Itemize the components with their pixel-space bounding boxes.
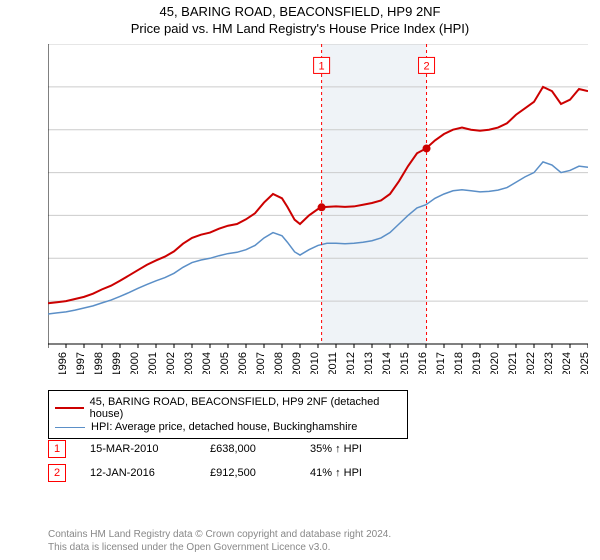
sale-date: 15-MAR-2010 [90,443,210,455]
svg-text:2001: 2001 [147,352,159,374]
svg-text:2000: 2000 [129,352,141,374]
sale-marker-icon: 1 [48,440,66,458]
legend-item: 45, BARING ROAD, BEACONSFIELD, HP9 2NF (… [55,396,401,420]
svg-text:1995: 1995 [48,352,51,374]
footer: Contains HM Land Registry data © Crown c… [48,528,391,554]
svg-text:2016: 2016 [417,352,429,374]
chart-area: £0£200K£400K£600K£800K£1M£1.2M£1.4M19951… [48,44,588,374]
sale-pct: 35% ↑ HPI [310,443,430,455]
legend-item: HPI: Average price, detached house, Buck… [55,421,401,433]
chart-svg: £0£200K£400K£600K£800K£1M£1.2M£1.4M19951… [48,44,588,374]
svg-text:2020: 2020 [489,352,501,374]
legend-swatch [55,427,85,428]
svg-text:2: 2 [423,60,429,72]
svg-text:1: 1 [319,60,325,72]
svg-text:2010: 2010 [309,352,321,374]
legend-label: 45, BARING ROAD, BEACONSFIELD, HP9 2NF (… [90,396,401,420]
svg-text:2005: 2005 [219,352,231,374]
svg-text:2011: 2011 [327,352,339,374]
footer-line2: This data is licensed under the Open Gov… [48,541,391,554]
legend: 45, BARING ROAD, BEACONSFIELD, HP9 2NF (… [48,390,408,439]
svg-text:2013: 2013 [363,352,375,374]
svg-text:2003: 2003 [183,352,195,374]
svg-text:2002: 2002 [165,352,177,374]
svg-text:2024: 2024 [561,352,573,374]
sale-marker-icon: 2 [48,464,66,482]
svg-text:1999: 1999 [111,352,123,374]
sales-table: 1 15-MAR-2010 £638,000 35% ↑ HPI 2 12-JA… [48,434,430,488]
sales-row: 1 15-MAR-2010 £638,000 35% ↑ HPI [48,440,430,458]
svg-text:2007: 2007 [255,352,267,374]
svg-text:1996: 1996 [57,352,69,374]
svg-text:2017: 2017 [435,352,447,374]
svg-text:2019: 2019 [471,352,483,374]
svg-text:2021: 2021 [507,352,519,374]
svg-text:2004: 2004 [201,352,213,374]
svg-text:1997: 1997 [75,352,87,374]
chart-titles: 45, BARING ROAD, BEACONSFIELD, HP9 2NF P… [0,0,600,36]
svg-text:1998: 1998 [93,352,105,374]
sale-price: £638,000 [210,443,310,455]
svg-text:2015: 2015 [399,352,411,374]
svg-text:2006: 2006 [237,352,249,374]
footer-line1: Contains HM Land Registry data © Crown c… [48,528,391,541]
sale-date: 12-JAN-2016 [90,467,210,479]
sale-price: £912,500 [210,467,310,479]
sale-pct: 41% ↑ HPI [310,467,430,479]
svg-text:2012: 2012 [345,352,357,374]
legend-label: HPI: Average price, detached house, Buck… [91,421,357,433]
title-line2: Price paid vs. HM Land Registry's House … [0,21,600,36]
svg-text:2018: 2018 [453,352,465,374]
svg-text:2008: 2008 [273,352,285,374]
svg-text:2022: 2022 [525,352,537,374]
svg-text:2014: 2014 [381,352,393,374]
legend-swatch [55,407,84,409]
svg-text:2009: 2009 [291,352,303,374]
sales-row: 2 12-JAN-2016 £912,500 41% ↑ HPI [48,464,430,482]
title-line1: 45, BARING ROAD, BEACONSFIELD, HP9 2NF [0,4,600,19]
svg-text:2025: 2025 [579,352,588,374]
svg-text:2023: 2023 [543,352,555,374]
